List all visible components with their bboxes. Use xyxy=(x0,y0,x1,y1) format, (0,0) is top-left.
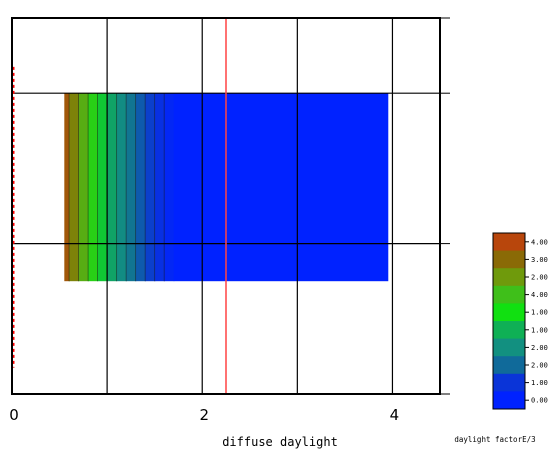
contour-band xyxy=(116,93,127,282)
legend-swatch xyxy=(493,391,525,410)
contour-region xyxy=(64,93,389,282)
legend-label: 4.00 xyxy=(531,291,548,299)
right-axis-ticks xyxy=(440,17,450,395)
contour-band xyxy=(173,93,389,282)
contour-band xyxy=(69,93,80,282)
legend: 4.00 3.00 2.00 4.00 1.00 1.00 2.00 2.00 1.00 0.00 xyxy=(492,232,548,410)
x-tick-labels: 0 2 4 xyxy=(9,406,399,424)
legend-swatch xyxy=(493,321,525,339)
legend-label: 1.00 xyxy=(531,379,548,387)
x-tick-label: 2 xyxy=(199,406,209,424)
legend-label: 2.00 xyxy=(531,362,548,370)
contour-band xyxy=(126,93,137,282)
contour-band xyxy=(145,93,156,282)
legend-swatch xyxy=(493,303,525,322)
x-tick-label: 0 xyxy=(9,406,19,424)
contour-band xyxy=(78,93,89,282)
legend-swatch xyxy=(493,268,525,287)
legend-title: daylight factorE/3 xyxy=(454,435,535,444)
legend-label: 1.00 xyxy=(531,326,548,334)
x-axis-title: diffuse daylight xyxy=(222,435,338,449)
legend-label: 3.00 xyxy=(531,256,548,264)
legend-label: 1.00 xyxy=(531,309,548,317)
legend-label: 0.00 xyxy=(531,397,548,405)
legend-swatch xyxy=(493,233,525,251)
legend-swatch xyxy=(493,285,525,304)
x-tick-label: 4 xyxy=(390,406,400,424)
legend-swatch xyxy=(493,356,525,375)
legend-swatch xyxy=(493,373,525,392)
legend-frame xyxy=(492,232,526,410)
contour-band xyxy=(88,93,99,282)
legend-label: 2.00 xyxy=(531,274,548,282)
legend-label: 4.00 xyxy=(531,238,548,246)
contour-band xyxy=(154,93,165,282)
legend-label: 2.00 xyxy=(531,344,548,352)
legend-swatch xyxy=(493,250,525,269)
contour-band xyxy=(97,93,108,282)
contour-band xyxy=(164,93,175,282)
legend-swatch xyxy=(493,338,525,357)
contour-band xyxy=(64,93,70,282)
contour-band xyxy=(135,93,146,282)
plot-frame xyxy=(11,17,441,395)
contour-band xyxy=(107,93,118,282)
